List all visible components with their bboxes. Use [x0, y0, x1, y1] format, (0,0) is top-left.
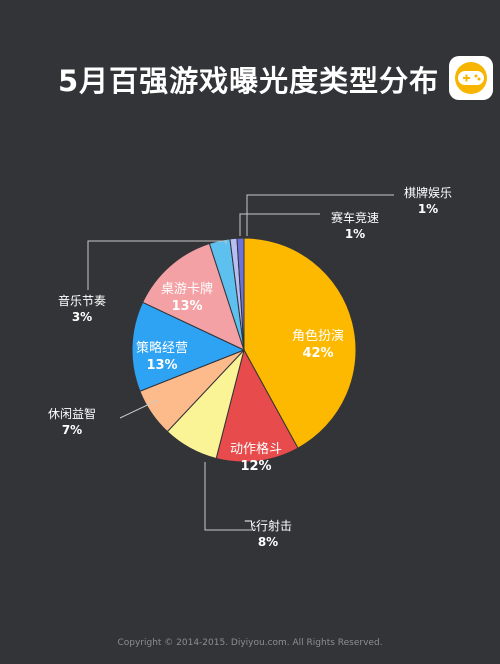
slice-percent-label: 7%: [62, 423, 82, 437]
logo: [449, 56, 493, 100]
leader-line: [119, 399, 159, 419]
slice-label: 赛车竞速: [331, 210, 379, 225]
slice-label: 动作格斗: [230, 441, 282, 457]
leader-line: [239, 213, 320, 236]
footer-copyright: Copyright © 2014-2015. Diyiyou.com. All …: [117, 638, 383, 648]
slice-percent-label: 13%: [171, 299, 202, 314]
pie-slice: [236, 237, 245, 351]
leader-line: [87, 240, 227, 290]
slice-percent-label: 42%: [302, 346, 333, 361]
slice-label: 休闲益智: [48, 406, 96, 421]
page-title: 5月百强游戏曝光度类型分布: [58, 64, 440, 98]
slice-label: 飞行射击: [244, 518, 292, 533]
pie-slice: [131, 301, 246, 392]
pie-slice: [243, 237, 357, 449]
leader-line: [204, 462, 252, 531]
slice-label: 棋牌娱乐: [404, 186, 452, 200]
pie-slice: [141, 242, 245, 351]
slice-percent-label: 3%: [72, 310, 92, 324]
slice-label: 角色扮演: [292, 328, 344, 344]
slice-percent-label: 1%: [418, 202, 438, 216]
pie-slice: [215, 348, 299, 463]
slice-percent-label: 12%: [240, 459, 271, 474]
slice-percent-label: 1%: [345, 227, 365, 241]
slice-label: 桌游卡牌: [161, 281, 213, 297]
pie-chart: 角色扮演 42% 动作格斗 12% 飞行射击 8% 休闲益智 7% 策略经营 13% 桌游卡牌 13%…: [48, 186, 452, 549]
leader-line: [246, 194, 394, 236]
slice-percent-label: 8%: [258, 535, 278, 549]
slice-label: 策略经营: [136, 340, 188, 356]
slice-percent-label: 13%: [146, 358, 177, 373]
slice-label: 音乐节奏: [58, 293, 106, 308]
gamepad-icon: [458, 71, 484, 85]
